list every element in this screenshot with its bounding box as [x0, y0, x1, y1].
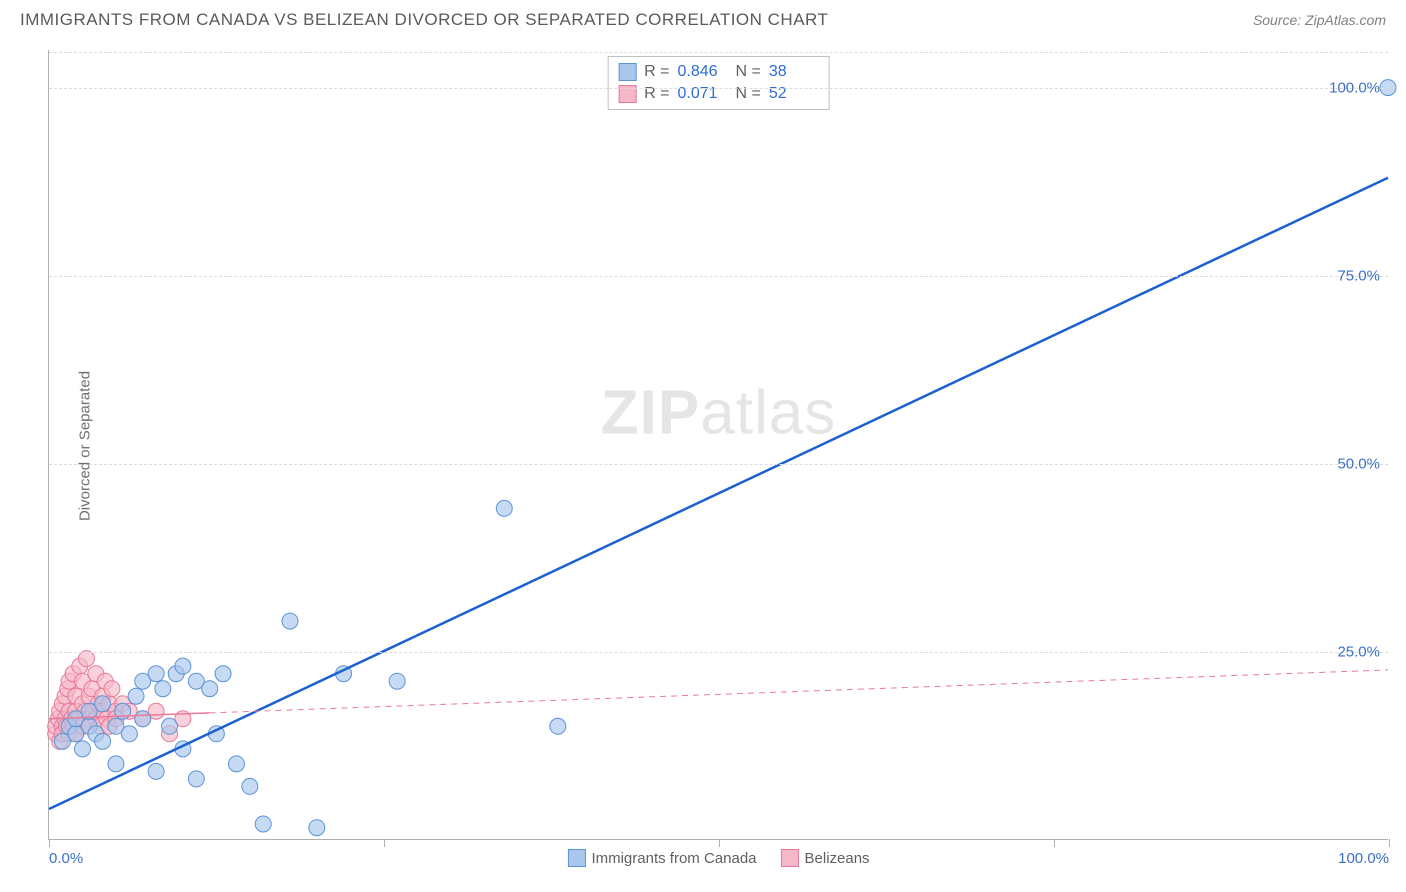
- data-point-canada: [282, 613, 298, 629]
- gridline: [49, 276, 1388, 277]
- data-point-canada: [389, 673, 405, 689]
- data-point-canada: [188, 771, 204, 787]
- legend-r-value: 0.846: [678, 63, 728, 81]
- data-point-canada: [242, 778, 258, 794]
- legend-label: Immigrants from Canada: [591, 850, 756, 867]
- y-tick-label: 75.0%: [1337, 267, 1380, 284]
- data-point-canada: [255, 816, 271, 832]
- gridline: [49, 464, 1388, 465]
- data-point-canada: [95, 733, 111, 749]
- chart-plot-area: ZIPatlas R =0.846N =38R =0.071N =52 Immi…: [48, 50, 1388, 840]
- data-point-canada: [155, 681, 171, 697]
- data-point-canada: [175, 658, 191, 674]
- source-attribution: Source: ZipAtlas.com: [1253, 12, 1386, 28]
- x-tick: [49, 839, 50, 847]
- y-tick-label: 100.0%: [1329, 79, 1380, 96]
- correlation-legend: R = 0.846 N = 38 R =0.071N =52: [607, 56, 830, 110]
- x-tick: [1389, 839, 1390, 847]
- data-point-canada: [95, 696, 111, 712]
- data-point-canada: [74, 741, 90, 757]
- data-point-belize: [104, 681, 120, 697]
- data-point-canada: [108, 756, 124, 772]
- data-point-canada: [228, 756, 244, 772]
- data-point-belize: [78, 651, 94, 667]
- gridline: [49, 52, 1388, 53]
- gridline: [49, 88, 1388, 89]
- trend-line-canada: [49, 178, 1388, 809]
- legend-swatch: [618, 63, 636, 81]
- data-point-canada: [128, 688, 144, 704]
- x-tick: [384, 839, 385, 847]
- legend-item: Belizeans: [781, 849, 870, 867]
- data-point-canada: [309, 820, 325, 836]
- data-point-canada: [215, 666, 231, 682]
- y-tick-label: 25.0%: [1337, 643, 1380, 660]
- legend-swatch: [781, 849, 799, 867]
- chart-header: IMMIGRANTS FROM CANADA VS BELIZEAN DIVOR…: [0, 0, 1406, 38]
- data-point-canada: [121, 726, 137, 742]
- legend-label: Belizeans: [805, 850, 870, 867]
- data-point-canada: [148, 763, 164, 779]
- data-point-canada: [550, 718, 566, 734]
- gridline: [49, 652, 1388, 653]
- legend-n-value: 38: [769, 63, 819, 81]
- x-tick-label-right: 100.0%: [1338, 850, 1389, 867]
- legend-item: Immigrants from Canada: [567, 849, 756, 867]
- data-point-canada: [202, 681, 218, 697]
- scatter-plot-svg: [49, 50, 1388, 839]
- legend-row-canada: R = 0.846 N = 38: [618, 61, 819, 83]
- data-point-canada: [162, 718, 178, 734]
- x-tick: [719, 839, 720, 847]
- x-tick: [1054, 839, 1055, 847]
- legend-r-label: R =: [644, 63, 669, 81]
- data-point-canada: [148, 666, 164, 682]
- data-point-canada: [496, 500, 512, 516]
- legend-row-belize: R =0.071N =52: [618, 83, 819, 105]
- series-legend: Immigrants from Canada Belizeans: [567, 849, 869, 867]
- legend-n-label: N =: [736, 63, 761, 81]
- legend-swatch: [567, 849, 585, 867]
- x-tick-label-left: 0.0%: [49, 850, 83, 867]
- y-tick-label: 50.0%: [1337, 455, 1380, 472]
- trend-line-belize-dashed: [210, 670, 1388, 713]
- data-point-canada: [135, 711, 151, 727]
- chart-title: IMMIGRANTS FROM CANADA VS BELIZEAN DIVOR…: [20, 10, 828, 30]
